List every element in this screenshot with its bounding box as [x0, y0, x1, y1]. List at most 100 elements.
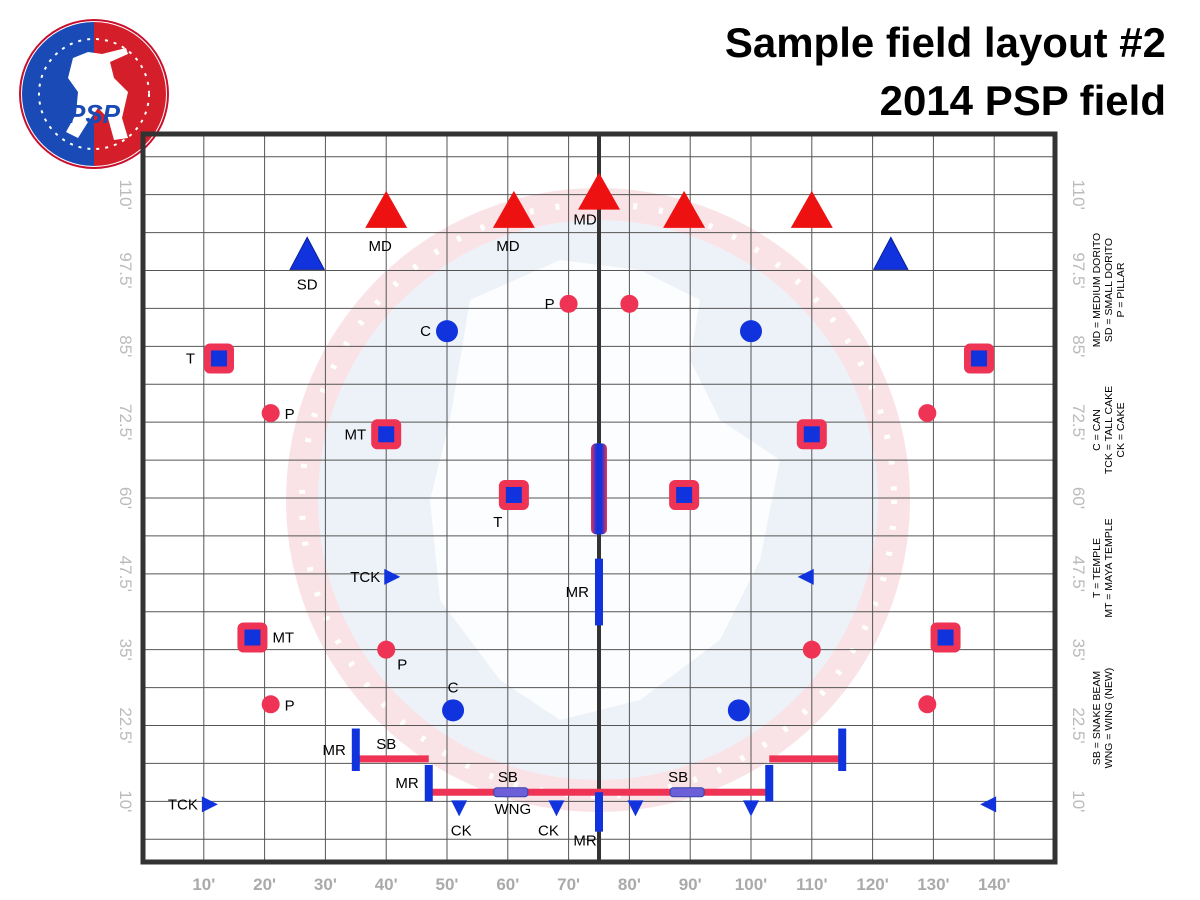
y-tick-label-left: 110' [116, 179, 135, 209]
cake [743, 800, 759, 817]
y-tick-label-right: 47.5' [1069, 556, 1088, 592]
bunker-label: TCK [350, 569, 380, 586]
wing-label: WNG [495, 801, 532, 818]
bunker-label: T [186, 350, 195, 367]
mr-wall [765, 764, 774, 802]
can [727, 699, 750, 722]
legend-entry: CK = CAKE [1115, 402, 1127, 457]
field-grid [143, 134, 1055, 862]
bunker-label: C [420, 323, 431, 340]
small-dorito [289, 236, 325, 270]
temple-core [211, 350, 227, 367]
y-tick-label-left: 97.5' [116, 252, 135, 288]
bunker-label: TCK [168, 796, 198, 813]
y-tick-label-right: 60' [1069, 487, 1088, 509]
mr-wall [595, 792, 603, 832]
mr-label: MR [566, 584, 589, 601]
temple-core [244, 629, 261, 646]
y-tick-label-right: 35' [1069, 639, 1088, 661]
y-tick-label-left: 85' [116, 335, 135, 357]
cake [451, 800, 468, 817]
beam-label: SB [498, 769, 518, 786]
medium-dorito [663, 190, 706, 228]
small-dorito [873, 236, 909, 270]
bunker-label: SD [297, 276, 318, 293]
mr-label: MR [395, 775, 418, 792]
title-line-2: 2014 PSP field [879, 77, 1166, 124]
temple-core [676, 486, 693, 503]
axis-labels: 10' 20' 30' 40' 50' 60' 70' 80' 90' 100' 110' 120' 1… [116, 179, 1088, 894]
pillar [620, 294, 639, 313]
snake-beam [769, 755, 843, 763]
mr-wall [424, 764, 433, 802]
bunkers: MD MD MD SD P C T P MT T TCK MT P P C TCK CK CK [168, 172, 997, 839]
mr-walls: MR MR MR MR [322, 443, 847, 850]
y-tick-label-right: 10' [1069, 790, 1088, 812]
legend-entry: TCK = TALL CAKE [1103, 386, 1115, 474]
legend-entry: C = CAN [1091, 409, 1103, 451]
x-tick-label: 20' [253, 875, 276, 894]
cake [548, 800, 565, 817]
legend-entry: MD = MEDIUM DORITO [1091, 233, 1103, 347]
bunker-label: T [493, 514, 502, 531]
legend-entry: MT = MAYA TEMPLE [1103, 518, 1115, 617]
temple-core [971, 350, 987, 367]
pillar [261, 695, 280, 714]
bunker-label: P [285, 697, 295, 714]
medium-dorito [492, 190, 535, 228]
bunker-label: MD [573, 212, 596, 229]
y-tick-label-left: 60' [116, 487, 135, 509]
snake-beams: SB SB SB WNG [355, 736, 843, 818]
x-tick-label: 80' [618, 875, 641, 894]
pillar [918, 695, 937, 714]
y-tick-label-right: 85' [1069, 335, 1088, 357]
y-tick-label-left: 10' [116, 790, 135, 812]
can [740, 320, 762, 343]
tall-cake [384, 568, 401, 585]
bunker-label: MD [496, 238, 519, 255]
y-tick-label-right: 110' [1069, 179, 1088, 209]
x-tick-label: 110' [796, 875, 827, 894]
y-tick-label-left: 35' [116, 639, 135, 661]
cake [627, 800, 644, 817]
bunker-label: MT [272, 630, 294, 647]
legend-entry: WNG = WING (NEW) [1103, 668, 1115, 769]
legend-entry: T = TEMPLE [1091, 538, 1103, 598]
bunker-label: P [397, 657, 407, 674]
snake-beam [355, 755, 429, 763]
can [436, 320, 458, 343]
mr-label: MR [573, 833, 596, 850]
title-line-1: Sample field layout #2 [724, 19, 1166, 66]
bunker-label: P [545, 296, 555, 313]
temple-core [378, 426, 395, 443]
pillar [261, 404, 280, 423]
medium-dorito [790, 190, 833, 228]
pillar [559, 294, 578, 313]
medium-dorito [578, 172, 620, 210]
bunker-label: CK [538, 822, 559, 839]
tall-cake [980, 796, 997, 813]
legend: MD = MEDIUM DORITO SD = SMALL DORITO P = P… [1091, 233, 1127, 769]
x-tick-label: 70' [557, 875, 580, 894]
mr-wall [595, 558, 603, 626]
mr-label: MR [322, 742, 345, 759]
beam-label: SB [376, 736, 396, 753]
x-tick-label: 90' [679, 875, 702, 894]
y-tick-label-left: 72.5' [116, 404, 135, 440]
bunker-label: CK [451, 822, 472, 839]
x-tick-label: 60' [496, 875, 519, 894]
legend-entry: SB = SNAKE BEAM [1091, 671, 1103, 765]
medium-dorito [365, 190, 408, 228]
x-tick-label: 100' [735, 875, 767, 894]
pillar [377, 640, 396, 659]
y-tick-label-left: 22.5' [116, 707, 135, 743]
pillar [802, 640, 821, 659]
x-tick-label: 10' [192, 875, 215, 894]
legend-entry: P = PILLAR [1115, 262, 1127, 317]
temple-core [803, 426, 820, 443]
logo-text: PSP [68, 99, 121, 129]
pillar [918, 404, 937, 423]
can [442, 699, 465, 722]
x-tick-label: 130' [917, 875, 949, 894]
